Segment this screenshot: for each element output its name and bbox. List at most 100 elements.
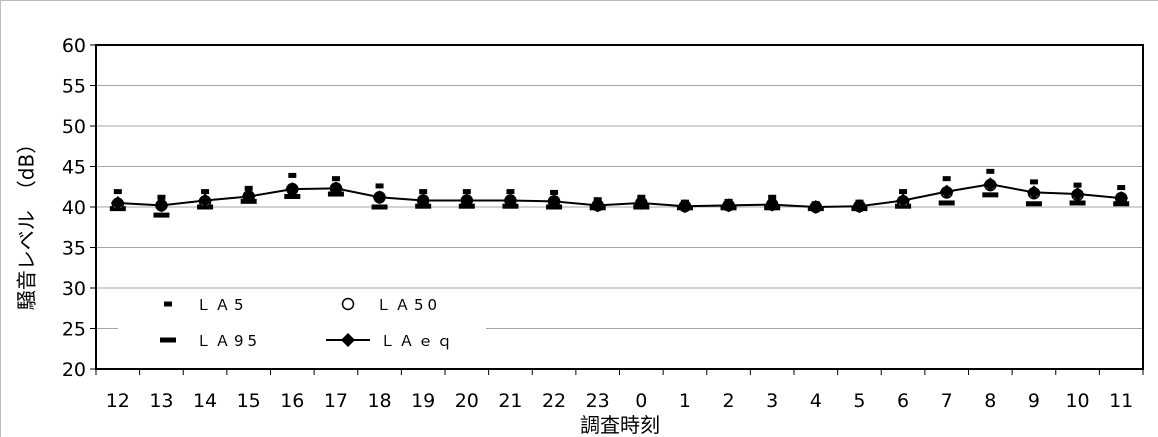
legend-item: ＬＡｅｑ (326, 332, 456, 350)
laeq-point (808, 200, 823, 214)
x-tick-label-21: 21 (498, 390, 522, 412)
la95-point (284, 193, 301, 199)
y-tick-label-20: 20 (62, 359, 86, 381)
la5-point (550, 189, 559, 195)
la5-point (201, 189, 210, 195)
la5-point (331, 176, 340, 182)
y-tick-label-30: 30 (62, 278, 86, 300)
y-tick-label-45: 45 (62, 157, 86, 179)
y-tick-label-35: 35 (62, 238, 86, 260)
la5-point (157, 194, 166, 200)
laeq-point (765, 197, 780, 212)
y-tick-labels: 20 25 30 35 40 45 50 55 60 (62, 35, 96, 381)
x-tick-label-8: 8 (984, 390, 996, 412)
x-tick-label-1: 1 (679, 390, 691, 412)
laeq-point (634, 195, 649, 210)
la5-point (1073, 182, 1082, 188)
laeq-point (983, 177, 998, 192)
la95-point (1025, 201, 1042, 207)
legend-la95-symbol (160, 337, 176, 343)
legend-label: ＬＡ5 (196, 296, 248, 314)
laeq-point (503, 193, 518, 208)
laeq-point (939, 184, 954, 199)
laeq-point (1070, 187, 1085, 202)
gridlines (96, 85, 1143, 329)
x-tick-label-6: 6 (897, 390, 909, 412)
legend-la5-symbol (164, 301, 172, 307)
laeq-point (372, 190, 387, 205)
x-tick-label-23: 23 (586, 390, 610, 412)
x-tick-label-16: 16 (280, 390, 304, 412)
legend-item: ＬＡ5 (164, 296, 248, 314)
legend-laeq-symbol (341, 333, 355, 347)
la95-point (1069, 200, 1086, 206)
x-tick-label-3: 3 (766, 390, 778, 412)
legend-la50-symbol (341, 297, 355, 311)
x-tick-label-2: 2 (723, 390, 735, 412)
legend-label: ＬＡｅｑ (380, 332, 456, 350)
la5-point (113, 189, 122, 195)
la95-point (371, 204, 388, 210)
la95-point (982, 192, 999, 198)
laeq-point (154, 198, 169, 213)
x-tick-label-19: 19 (411, 390, 435, 412)
x-tick-label-4: 4 (810, 390, 822, 412)
laeq-line (117, 183, 1122, 209)
la95-point (153, 212, 170, 218)
laeq-point (241, 189, 256, 204)
x-tick-label-11: 11 (1109, 390, 1133, 412)
laeq-point (110, 195, 125, 210)
legend: ＬＡ5 ＬＡ50 ＬＡ95 ＬＡｅｑ (118, 291, 486, 353)
laeq-point (198, 193, 213, 208)
x-tick-label-12: 12 (106, 390, 130, 412)
la5-point (506, 189, 515, 195)
la5-point (1029, 179, 1038, 185)
legend-label: ＬＡ50 (376, 296, 441, 314)
laeq-point (328, 181, 343, 196)
la5-point (375, 183, 384, 189)
la5-point (244, 185, 253, 191)
la5-point (462, 189, 471, 195)
series (109, 168, 1130, 218)
x-tick-label-5: 5 (853, 390, 865, 412)
y-axis-title: 騒音レベル （dB） (15, 134, 39, 310)
laeq-point (590, 198, 605, 213)
x-tick-label-0: 0 (635, 390, 647, 412)
legend-label: ＬＡ95 (196, 332, 261, 350)
laeq-point (896, 193, 911, 208)
laeq-point (852, 199, 867, 214)
legend-item: ＬＡ50 (341, 296, 441, 314)
x-tick-label-22: 22 (542, 390, 566, 412)
y-tick-label-60: 60 (62, 35, 86, 57)
laeq-point (459, 193, 474, 208)
laeq-point (1114, 191, 1129, 206)
x-axis-title: 調査時刻 (580, 413, 660, 437)
x-tick-label-20: 20 (455, 390, 479, 412)
y-tick-label-50: 50 (62, 116, 86, 138)
x-tick-label-9: 9 (1028, 390, 1040, 412)
x-tick-label-15: 15 (237, 390, 261, 412)
laeq-point (721, 198, 736, 213)
x-tick-labels: 12 13 14 15 16 17 18 19 20 21 22 23 0 1 2 3 4 5 6 7 8 9 10 11 (95, 369, 1144, 412)
la5-point (986, 168, 995, 174)
y-tick-label-25: 25 (62, 319, 86, 341)
x-tick-label-18: 18 (367, 390, 391, 412)
legend-background (118, 291, 486, 353)
la5-point (768, 194, 777, 200)
la5-point (899, 189, 908, 195)
x-tick-label-13: 13 (149, 390, 173, 412)
x-tick-label-17: 17 (324, 390, 348, 412)
x-tick-label-14: 14 (193, 390, 217, 412)
la5-point (942, 176, 951, 182)
la5-point (288, 172, 297, 178)
la5-point (419, 189, 428, 195)
laeq-point (1026, 185, 1041, 200)
x-tick-label-10: 10 (1065, 390, 1089, 412)
x-tick-label-7: 7 (941, 390, 953, 412)
laeq-point (285, 182, 300, 197)
la95-point (938, 200, 955, 206)
y-tick-label-55: 55 (62, 76, 86, 98)
y-tick-label-40: 40 (62, 197, 86, 219)
